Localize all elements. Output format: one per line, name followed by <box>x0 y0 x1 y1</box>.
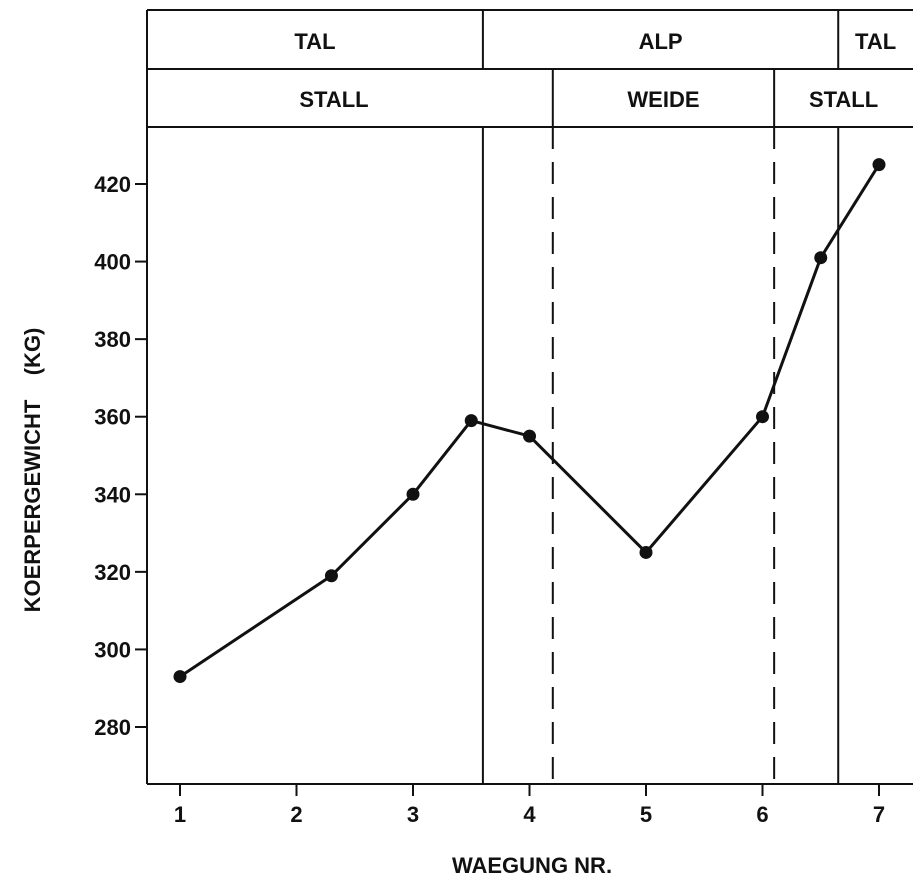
x-tick-label: 3 <box>407 802 419 827</box>
x-tick-label: 6 <box>756 802 768 827</box>
y-tick-label: 300 <box>94 637 131 662</box>
axes <box>146 10 913 785</box>
data-point <box>756 410 769 424</box>
housing-row: STALL WEIDE STALL <box>299 69 878 127</box>
y-tick-label: 380 <box>94 327 131 352</box>
data-point <box>639 545 653 559</box>
location-label: ALP <box>639 29 683 54</box>
y-tick-label: 420 <box>94 172 131 197</box>
location-label: TAL <box>855 29 896 54</box>
x-axis-label: WAEGUNG NR. <box>452 853 612 878</box>
data-point <box>406 487 420 501</box>
data-point <box>814 251 828 265</box>
data-point <box>523 429 536 443</box>
housing-label: STALL <box>809 87 878 112</box>
y-tick-label: 400 <box>94 250 131 275</box>
header-rows: TAL ALP TAL STALL WEIDE STALL <box>147 9 913 127</box>
data-point <box>173 670 187 684</box>
x-tick-label: 7 <box>873 802 885 827</box>
x-tick-label: 2 <box>290 802 302 827</box>
data-point <box>872 158 886 172</box>
data-point <box>324 569 338 583</box>
location-label: TAL <box>294 29 335 54</box>
y-tick-label: 340 <box>94 482 131 507</box>
location-row: TAL ALP TAL <box>147 9 913 70</box>
y-axis-label: KOERPERGEWICHT (KG) <box>20 328 45 613</box>
x-tick-label: 4 <box>523 802 536 827</box>
y-axis-ticks: 280 300 320 340 360 380 400 420 <box>94 172 147 740</box>
x-tick-label: 5 <box>640 802 652 827</box>
boundaries <box>481 127 840 784</box>
housing-label: STALL <box>299 87 368 112</box>
data-point <box>464 414 478 428</box>
y-tick-label: 320 <box>94 560 131 585</box>
x-tick-label: 1 <box>174 802 186 827</box>
y-tick-label: 280 <box>94 715 131 740</box>
y-tick-label: 360 <box>94 405 131 430</box>
x-axis-ticks: 1 2 3 4 5 6 7 <box>174 784 885 827</box>
housing-label: WEIDE <box>627 87 699 112</box>
series <box>173 158 886 684</box>
